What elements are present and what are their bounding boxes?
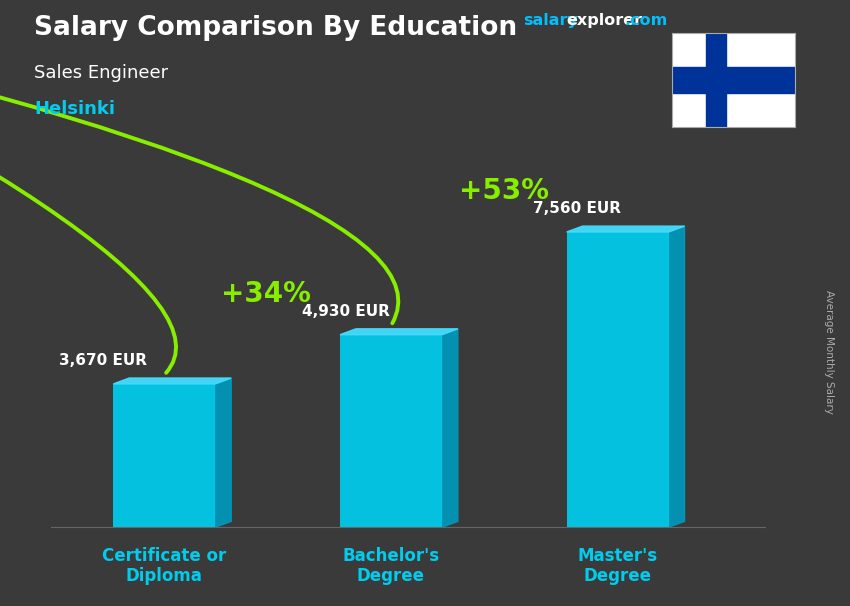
Text: 7,560 EUR: 7,560 EUR <box>533 201 620 216</box>
Polygon shape <box>340 329 458 335</box>
Text: salary: salary <box>523 13 578 28</box>
Polygon shape <box>669 226 684 527</box>
Text: Salary Comparison By Education: Salary Comparison By Education <box>34 15 517 41</box>
Text: 3,670 EUR: 3,670 EUR <box>60 353 147 368</box>
Text: explorer: explorer <box>566 13 643 28</box>
Text: Helsinki: Helsinki <box>34 100 115 118</box>
Text: Average Monthly Salary: Average Monthly Salary <box>824 290 834 413</box>
Text: 4,930 EUR: 4,930 EUR <box>302 304 389 319</box>
Bar <box>567 232 669 527</box>
Polygon shape <box>442 329 458 527</box>
Polygon shape <box>215 378 231 527</box>
Text: +53%: +53% <box>459 177 549 205</box>
Bar <box>340 335 442 527</box>
Text: Sales Engineer: Sales Engineer <box>34 64 168 82</box>
Text: .com: .com <box>625 13 668 28</box>
Text: +34%: +34% <box>221 280 311 308</box>
Bar <box>113 384 215 527</box>
Polygon shape <box>567 226 684 232</box>
Polygon shape <box>113 378 231 384</box>
